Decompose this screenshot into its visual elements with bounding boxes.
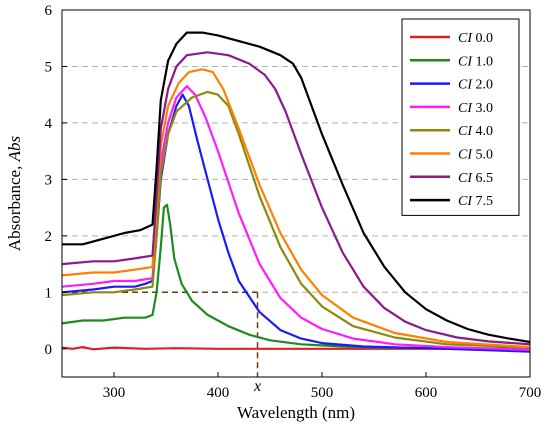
x-tick-label: 500: [311, 385, 334, 401]
y-tick-label: 0: [45, 342, 53, 358]
y-tick-label: 5: [45, 59, 53, 75]
y-axis-title-italic: Abs: [5, 136, 24, 163]
legend-entry-prefix: CI: [458, 54, 473, 69]
annotation-x-label: x: [253, 378, 261, 395]
x-tick-label: 300: [103, 385, 126, 401]
y-axis-title: Absorbance, Abs: [5, 136, 24, 252]
plot-frame: [61, 9, 531, 378]
legend-entry: CI 4.0: [458, 124, 493, 139]
legend-entry-value: 5.0: [472, 148, 493, 163]
legend-entry-prefix: CI: [458, 124, 473, 139]
axis-ticks: 0 1 2 3 4 5 6 300 400 500 600 700: [45, 3, 542, 401]
legend-entry: CI 0.0: [458, 31, 493, 46]
legend-entry-value: 4.0: [472, 124, 493, 139]
series-line-ci-3-0: [61, 85, 531, 351]
legend-entry: CI 7.5: [458, 194, 493, 209]
y-tick-label: 6: [45, 3, 53, 19]
legend-entry: CI 3.0: [458, 101, 493, 116]
x-tick-label: 600: [415, 385, 438, 401]
legend-entry-prefix: CI: [458, 101, 473, 116]
series-lines: [61, 31, 531, 353]
legend-entry-prefix: CI: [458, 78, 473, 93]
legend-box: [401, 18, 520, 216]
series-line-ci-4-0: [61, 90, 531, 349]
legend-entry-value: 0.0: [472, 31, 493, 46]
legend-entry: CI 1.0: [458, 54, 493, 69]
series-line-ci-5-0: [61, 68, 531, 349]
legend-entry-value: 6.5: [472, 171, 493, 186]
series-line-ci-6-5: [61, 51, 531, 346]
x-axis-title: Wavelength (nm): [237, 403, 355, 422]
series-line-ci-2-0: [61, 93, 531, 353]
annotation-lines: [62, 291, 259, 377]
y-tick-label: 1: [45, 285, 53, 301]
series-line-ci-7-5: [62, 31, 531, 344]
legend-entry-value: 7.5: [472, 194, 493, 209]
legend-entry-value: 3.0: [472, 101, 493, 116]
legend-entry-prefix: CI: [458, 194, 473, 209]
legend-entry: CI 6.5: [458, 171, 493, 186]
y-axis-title-text: Absorbance,: [5, 161, 24, 251]
legend-entry-value: 2.0: [472, 78, 493, 93]
legend-entry-prefix: CI: [458, 31, 473, 46]
legend-entry: CI 2.0: [458, 78, 493, 93]
y-tick-label: 4: [45, 116, 53, 132]
x-tick-label: 700: [519, 385, 542, 401]
legend-entry: CI 5.0: [458, 148, 493, 163]
x-tick-label: 400: [207, 385, 230, 401]
legend-entry-prefix: CI: [458, 171, 473, 186]
series-line-ci-1-0: [61, 203, 531, 350]
legend-entry-value: 1.0: [472, 54, 493, 69]
legend: CI 0.0CI 1.0CI 2.0CI 3.0CI 4.0CI 5.0CI 6…: [401, 18, 520, 216]
legend-entry-prefix: CI: [458, 148, 473, 163]
y-tick-label: 2: [45, 229, 53, 245]
y-tick-label: 3: [45, 172, 53, 188]
